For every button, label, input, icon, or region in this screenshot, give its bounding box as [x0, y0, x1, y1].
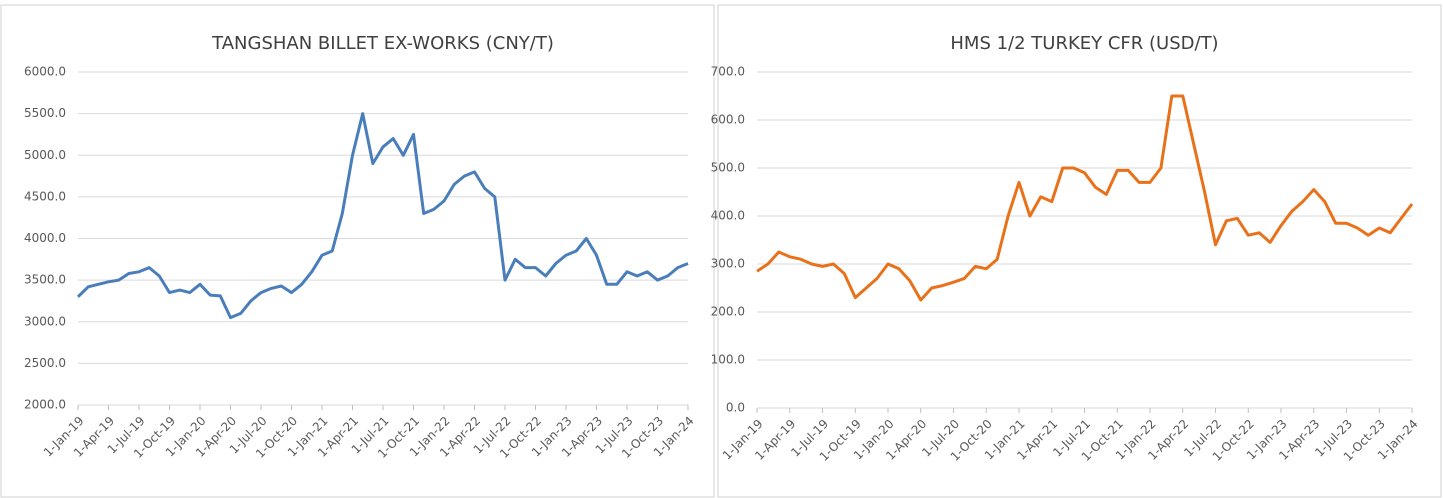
- chart-title: HMS 1/2 TURKEY CFR (USD/T): [950, 33, 1218, 54]
- y-tick-label: 100.0: [711, 353, 745, 367]
- line: [756, 94, 1414, 302]
- line: [76, 112, 689, 320]
- y-tick-label: 4000.0: [24, 231, 66, 245]
- panel-border: [717, 4, 1442, 498]
- y-tick-label: 6000.0: [24, 65, 66, 79]
- y-tick-label: 600.0: [711, 113, 745, 127]
- y-tick-label: 3500.0: [24, 273, 66, 287]
- panel-border: [0, 4, 715, 498]
- y-tick-label: 2500.0: [24, 356, 66, 370]
- y-tick-label: 200.0: [711, 305, 745, 319]
- y-tick-label: 5500.0: [24, 106, 66, 120]
- y-tick-label: 500.0: [711, 161, 745, 175]
- y-tick-label: 5000.0: [24, 148, 66, 162]
- y-tick-label: 700.0: [711, 65, 745, 79]
- y-tick-label: 4500.0: [24, 189, 66, 203]
- y-tick-label: 2000.0: [24, 398, 66, 412]
- y-tick-label: 300.0: [711, 257, 745, 271]
- y-tick-label: 0.0: [726, 401, 745, 415]
- chart-title: TANGSHAN BILLET EX-WORKS (CNY/T): [211, 33, 554, 54]
- y-tick-label: 400.0: [711, 209, 745, 223]
- y-tick-label: 3000.0: [24, 314, 66, 328]
